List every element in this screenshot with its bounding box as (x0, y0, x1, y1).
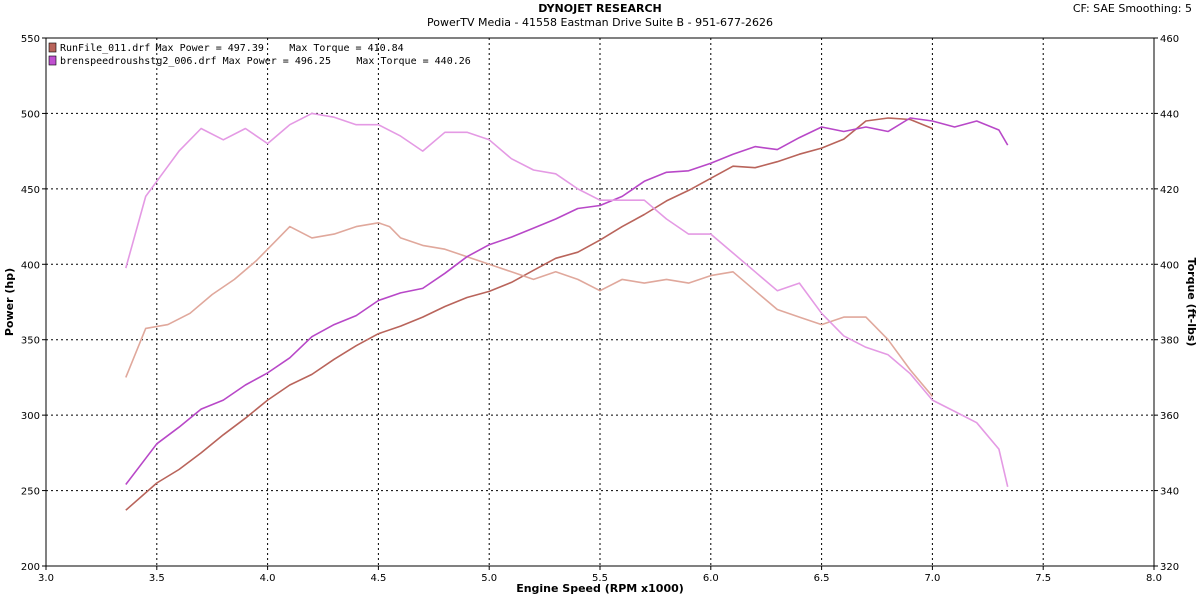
series-line-power-0 (125, 117, 933, 511)
x-tick-label: 4.5 (370, 573, 386, 584)
series-line-torque-1 (125, 222, 934, 397)
x-tick-label: 8.0 (1146, 573, 1162, 584)
y-tick-label: 500 (21, 109, 40, 120)
x-tick-label: 7.5 (1035, 573, 1051, 584)
chart-subtitle: PowerTV Media - 41558 Eastman Drive Suit… (427, 16, 773, 29)
x-tick-label: 5.0 (481, 573, 497, 584)
series-line-power-2 (125, 117, 1009, 485)
y-tick-label: 250 (21, 487, 40, 498)
legend-entry-name: brenspeedroushstg2_006.drf (60, 56, 217, 67)
legend-max-torque: Max Torque = 410.84 (289, 43, 403, 54)
x-tick-label: 3.5 (149, 573, 165, 584)
y-tick-label: 550 (21, 34, 40, 45)
y2-tick-label: 320 (1160, 562, 1179, 573)
y2-tick-label: 360 (1160, 411, 1179, 422)
y-tick-label: 300 (21, 411, 40, 422)
y-axis-label: Power (hp) (3, 268, 16, 336)
y-tick-label: 200 (21, 562, 40, 573)
y2-tick-label: 380 (1160, 336, 1179, 347)
x-tick-label: 6.5 (814, 573, 830, 584)
y2-tick-label: 460 (1160, 34, 1179, 45)
chart-title: DYNOJET RESEARCH (538, 2, 662, 15)
x-tick-label: 6.0 (703, 573, 719, 584)
y2-tick-label: 400 (1160, 260, 1179, 271)
y-tick-label: 400 (21, 260, 40, 271)
plot-area (45, 37, 1155, 567)
legend-max-torque: Max Torque = 440.26 (356, 56, 470, 67)
y2-tick-label: 420 (1160, 185, 1179, 196)
y2-tick-label: 440 (1160, 109, 1179, 120)
series-line-torque-3 (125, 112, 1009, 487)
legend-max-power: Max Power = 496.25 (223, 56, 331, 67)
x-tick-label: 4.0 (260, 573, 276, 584)
y2-axis-label: Torque (ft-lbs) (1185, 258, 1198, 347)
x-tick-label: 3.0 (38, 573, 54, 584)
y-tick-label: 450 (21, 185, 40, 196)
x-axis-label: Engine Speed (RPM x1000) (516, 582, 684, 595)
y-tick-label: 350 (21, 336, 40, 347)
legend-swatch (48, 55, 57, 66)
y2-tick-label: 340 (1160, 487, 1179, 498)
legend-max-power: Max Power = 497.39 (156, 43, 264, 54)
legend-swatch (48, 42, 57, 53)
x-tick-label: 5.5 (592, 573, 608, 584)
x-tick-label: 7.0 (924, 573, 940, 584)
correction-info: CF: SAE Smoothing: 5 (1072, 2, 1192, 15)
legend-entry-name: RunFile_011.drf (60, 43, 150, 54)
